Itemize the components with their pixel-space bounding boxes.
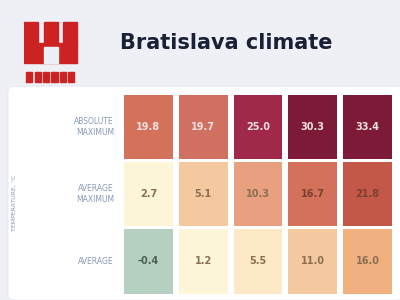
Bar: [179, 230, 228, 293]
FancyBboxPatch shape: [8, 86, 400, 300]
Text: 16.0: 16.0: [356, 256, 380, 266]
Bar: [343, 230, 392, 293]
Text: -0.4: -0.4: [138, 256, 159, 266]
Bar: [179, 162, 228, 226]
Bar: [24, 43, 77, 63]
Text: TEMPERATURE, °C: TEMPERATURE, °C: [12, 175, 16, 231]
Text: 5.1: 5.1: [194, 189, 212, 199]
Bar: [288, 95, 337, 159]
Bar: [288, 230, 337, 293]
Text: ABSOLUTE
MAXIMUM: ABSOLUTE MAXIMUM: [74, 117, 114, 137]
Text: 33.4: 33.4: [356, 122, 380, 132]
Text: 21.8: 21.8: [356, 189, 380, 199]
Bar: [43, 73, 49, 82]
Text: 19.8: 19.8: [136, 122, 160, 132]
Bar: [124, 162, 173, 226]
Text: AVERAGE
MAXIMUM: AVERAGE MAXIMUM: [76, 184, 114, 204]
Bar: [234, 230, 282, 293]
Bar: [343, 162, 392, 226]
Text: 19.7: 19.7: [191, 122, 215, 132]
Text: 1.2: 1.2: [194, 256, 212, 266]
Text: Bratislava climate: Bratislava climate: [120, 33, 332, 53]
Bar: [44, 47, 58, 63]
Bar: [44, 22, 58, 43]
Text: 11.0: 11.0: [301, 256, 325, 266]
Text: 16.7: 16.7: [301, 189, 325, 199]
Bar: [288, 162, 337, 226]
Text: 25.0: 25.0: [246, 122, 270, 132]
Bar: [234, 162, 282, 226]
Bar: [124, 95, 173, 159]
Text: 2.7: 2.7: [140, 189, 157, 199]
Bar: [52, 73, 58, 82]
Bar: [60, 73, 66, 82]
Bar: [26, 73, 32, 82]
Bar: [124, 230, 173, 293]
Bar: [24, 22, 38, 43]
Text: 30.3: 30.3: [301, 122, 325, 132]
Bar: [63, 22, 77, 43]
Text: AVERAGE: AVERAGE: [78, 257, 114, 266]
Text: 10.3: 10.3: [246, 189, 270, 199]
Bar: [179, 95, 228, 159]
Text: 5.5: 5.5: [249, 256, 267, 266]
Bar: [343, 95, 392, 159]
Bar: [68, 73, 74, 82]
Bar: [35, 73, 41, 82]
Bar: [234, 95, 282, 159]
